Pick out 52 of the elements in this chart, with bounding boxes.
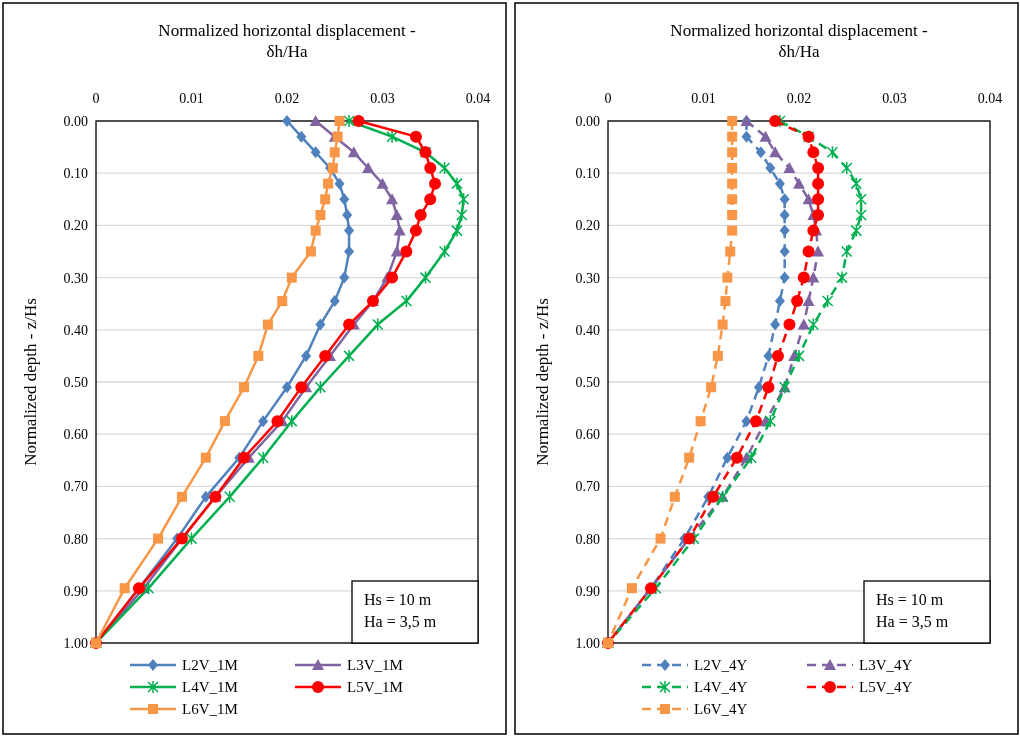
y-tick-label: 0.80 [575,531,600,547]
annotation: Ha = 3,5 m [876,613,949,630]
annotation: Hs = 10 m [364,591,432,608]
legend-label: L5V_1M [347,679,403,695]
x-tick-label: 0.02 [786,91,812,106]
y-tick-label: 0.70 [575,479,600,495]
x-tick-label: 0.03 [370,91,395,106]
y-tick-label: 0.50 [575,375,600,390]
x-tick-label: 0.01 [179,91,204,106]
legend-label: L5V_4Y [859,679,913,695]
y-tick-label: 0.00 [63,114,88,129]
y-tick-label: 0.00 [575,114,600,129]
x-tick-label: 0 [604,91,612,106]
legend-label: L6V_1M [182,701,238,717]
y-tick-label: 0.30 [575,270,600,286]
note-box: Hs = 10 m Ha = 3,5 m [863,580,991,644]
y-tick-label: 0.70 [63,479,88,495]
legend-label: L2V_4Y [694,657,748,673]
y-tick-label: 1.00 [575,636,600,651]
y-tick-label: 0.40 [575,322,600,338]
y-tick-label: 0.30 [63,270,88,286]
y-axis-title: Normalized depth - z/Hs [533,298,552,466]
annotation: Ha = 3,5 m [364,613,437,630]
y-tick-label: 0.90 [575,583,600,599]
legend-label: L2V_1M [182,657,238,673]
y-tick-label: 0.60 [63,427,88,443]
annotation: Hs = 10 m [876,591,944,608]
legend-label: L4V_1M [182,679,238,695]
x-tick-label: 0.02 [274,91,300,106]
x-tick-label: 0.04 [465,91,491,106]
y-tick-label: 0.40 [63,322,88,338]
legend-label: L3V_4Y [859,657,913,673]
x-axis-title: Normalized horizontal displacement - δh/Ha [670,21,928,61]
x-tick-label: 0.03 [882,91,907,106]
y-tick-label: 1.00 [63,636,88,651]
y-axis-title: Normalized depth - z/Hs [21,298,40,466]
y-tick-label: 0.10 [63,166,88,182]
note-box: Hs = 10 m Ha = 3,5 m [351,580,479,644]
legend-label: L6V_4Y [694,701,748,717]
x-tick-label: 0 [92,91,100,106]
x-tick-label: 0.01 [691,91,716,106]
x-tick-label: 0.04 [977,91,1003,106]
y-tick-label: 0.50 [63,375,88,390]
y-tick-label: 0.60 [575,427,600,443]
y-tick-label: 0.90 [63,583,88,599]
legend-label: L4V_4Y [694,679,748,695]
y-tick-label: 0.80 [63,531,88,547]
y-tick-label: 0.10 [575,166,600,182]
y-tick-label: 0.20 [575,218,600,234]
y-tick-label: 0.20 [63,218,88,234]
x-axis-title: Normalized horizontal displacement - δh/Ha [158,21,416,61]
legend-label: L3V_1M [347,657,403,673]
